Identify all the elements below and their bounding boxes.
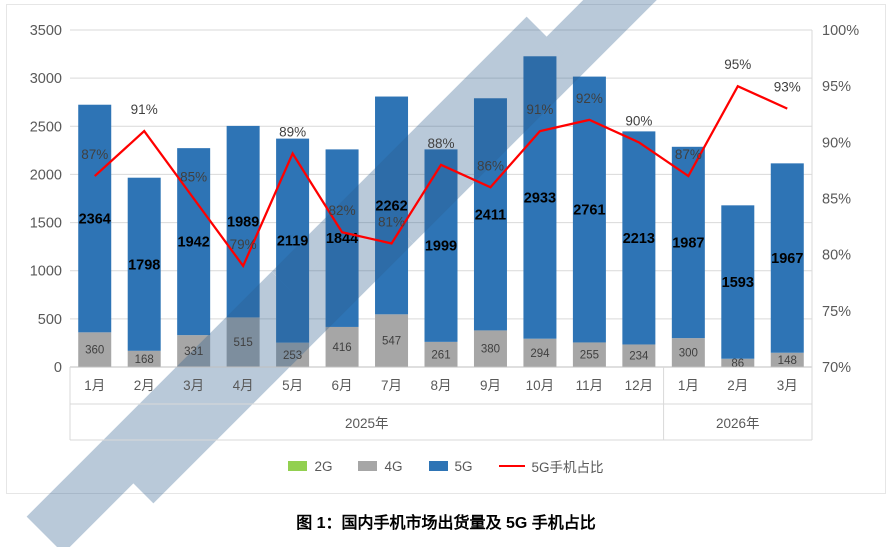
legend-item-4g: 4G [358, 458, 403, 474]
legend-item-5g-share: 5G手机占比 [498, 456, 604, 476]
chart-frame [6, 4, 886, 494]
legend-swatch-2g [288, 461, 308, 471]
figure-title: 图 1：国内手机市场出货量及 5G 手机占比 [296, 515, 596, 532]
legend-line-swatch [498, 465, 525, 467]
legend-label-5g: 5G [454, 458, 473, 474]
legend-label-2g: 2G [314, 458, 333, 474]
legend-swatch-5g [428, 461, 448, 471]
legend-item-2g: 2G [288, 459, 332, 474]
legend-label-4g: 4G [384, 458, 403, 474]
legend-label-5g-share: 5G手机占比 [531, 460, 604, 475]
legend-item-5g: 5G [428, 458, 473, 474]
legend-swatch-4g [358, 461, 378, 471]
legend: 2G 4G 5G 5G手机占比 [0, 456, 892, 476]
